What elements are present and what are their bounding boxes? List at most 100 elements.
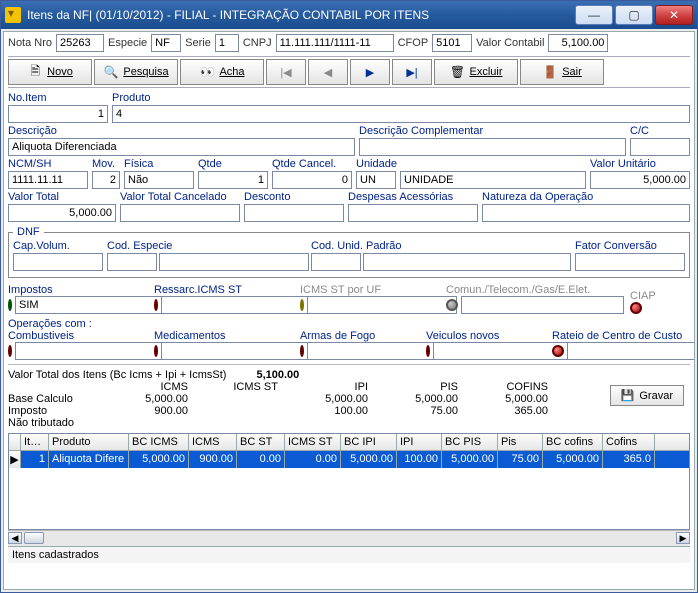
maximize-button[interactable]: ▢ xyxy=(615,5,653,25)
descricao-field[interactable] xyxy=(8,138,355,156)
fator-field[interactable] xyxy=(575,253,685,271)
scroll-left-arrow-icon[interactable]: ◀ xyxy=(8,532,22,544)
natureza-field[interactable] xyxy=(482,204,690,222)
col-item[interactable]: Item xyxy=(21,434,49,450)
ncm-field[interactable] xyxy=(8,171,88,189)
valor-total-cancel-field[interactable] xyxy=(120,204,240,222)
gravar-label: Gravar xyxy=(639,390,673,402)
col-pis[interactable]: Pis xyxy=(498,434,543,450)
icmsuf-status-icon[interactable] xyxy=(300,299,304,311)
ciap-label: CIAP xyxy=(630,290,690,302)
medic-field[interactable] xyxy=(161,342,311,360)
cod-especie-desc[interactable] xyxy=(159,253,309,271)
serie-field[interactable] xyxy=(215,34,239,52)
acha-label: Acha xyxy=(219,66,244,78)
valor-contabil-field[interactable] xyxy=(548,34,608,52)
unidade-desc-field[interactable] xyxy=(400,171,586,189)
gravar-button[interactable]: 💾 Gravar xyxy=(610,385,684,406)
valor-unit-field[interactable] xyxy=(590,171,690,189)
col-icms[interactable]: ICMS xyxy=(189,434,237,450)
col-bccofins[interactable]: BC cofins xyxy=(543,434,603,450)
comb-status-icon[interactable] xyxy=(8,345,12,357)
especie-label: Especie xyxy=(108,37,147,49)
cell-produto: Aliquota Difere xyxy=(49,451,129,468)
rateio-field[interactable] xyxy=(567,342,695,360)
col-bcst[interactable]: BC ST xyxy=(237,434,285,450)
ressarc-status-icon[interactable] xyxy=(154,299,158,311)
comun-field[interactable] xyxy=(461,296,624,314)
comun-status-icon[interactable] xyxy=(446,299,458,311)
especie-field[interactable] xyxy=(151,34,181,52)
grid-body[interactable]: ▶ 1 Aliquota Difere 5,000.00 900.00 0.00… xyxy=(9,451,689,529)
pesquisa-button[interactable]: 🔍Pesquisa xyxy=(94,59,178,85)
cfop-field[interactable] xyxy=(432,34,472,52)
impostos-status-icon[interactable] xyxy=(8,299,12,311)
acha-button[interactable]: 👀Acha xyxy=(180,59,264,85)
natureza-label: Natureza da Operação xyxy=(482,191,690,203)
desconto-field[interactable] xyxy=(244,204,344,222)
novo-button[interactable]: 🗎Novo xyxy=(8,59,92,85)
mov-field[interactable] xyxy=(92,171,120,189)
cnpj-field[interactable] xyxy=(276,34,394,52)
impostos-field[interactable] xyxy=(15,296,165,314)
comb-field[interactable] xyxy=(15,342,165,360)
scroll-thumb[interactable] xyxy=(24,532,44,544)
nav-first-button[interactable]: |◀ xyxy=(266,59,306,85)
cc-label: C/C xyxy=(630,125,690,137)
icmsuf-label: ICMS ST por UF xyxy=(300,284,440,296)
minimize-button[interactable]: — xyxy=(575,5,613,25)
base-pis: 5,000.00 xyxy=(368,393,458,405)
fator-label: Fator Conversão xyxy=(575,240,685,252)
nav-prev-button[interactable]: ◀ xyxy=(308,59,348,85)
excluir-button[interactable]: 🗑Excluir xyxy=(434,59,518,85)
col-ipi[interactable]: IPI xyxy=(397,434,442,450)
medic-status-icon[interactable] xyxy=(154,345,158,357)
ressarc-field[interactable] xyxy=(161,296,311,314)
descricao-compl-field[interactable] xyxy=(359,138,626,156)
exit-icon: 🚪 xyxy=(542,64,558,80)
sair-button[interactable]: 🚪 Sair xyxy=(520,59,604,85)
mov-label: Mov. xyxy=(92,158,120,170)
veic-status-icon[interactable] xyxy=(426,345,430,357)
unidade-code-field[interactable] xyxy=(356,171,396,189)
cc-field[interactable] xyxy=(630,138,690,156)
noitem-field[interactable] xyxy=(8,105,108,123)
sair-label: Sair xyxy=(562,66,582,78)
items-grid: Item Produto BC ICMS ICMS BC ST ICMS ST … xyxy=(8,433,690,530)
table-row[interactable]: ▶ 1 Aliquota Difere 5,000.00 900.00 0.00… xyxy=(9,451,689,468)
produto-field[interactable] xyxy=(112,105,690,123)
col-produto[interactable]: Produto xyxy=(49,434,129,450)
rateio-status-icon[interactable] xyxy=(552,345,564,357)
cod-unid-desc[interactable] xyxy=(363,253,571,271)
nav-last-button[interactable]: ▶| xyxy=(392,59,432,85)
cod-unid-field[interactable] xyxy=(311,253,361,271)
qtde-cancel-field[interactable] xyxy=(272,171,352,189)
col-cofins[interactable]: Cofins xyxy=(603,434,655,450)
summary-value: 5,100.00 xyxy=(256,369,299,381)
cell-bccofins: 5,000.00 xyxy=(543,451,603,468)
fisica-field[interactable] xyxy=(124,171,194,189)
horizontal-scrollbar[interactable]: ◀ ▶ xyxy=(8,530,690,546)
col-bcpis[interactable]: BC PIS xyxy=(442,434,498,450)
armas-status-icon[interactable] xyxy=(300,345,304,357)
close-button[interactable]: ✕ xyxy=(655,5,693,25)
nota-field[interactable] xyxy=(56,34,104,52)
descricao-row: Descrição Descrição Complementar C/C xyxy=(8,125,690,156)
cell-bcicms: 5,000.00 xyxy=(129,451,189,468)
cod-especie-field[interactable] xyxy=(107,253,157,271)
status-bar: Itens cadastrados xyxy=(8,546,690,563)
col-icmsst[interactable]: ICMS ST xyxy=(285,434,341,450)
valor-total-field[interactable] xyxy=(8,204,116,222)
qtde-field[interactable] xyxy=(198,171,268,189)
ciap-status-icon[interactable] xyxy=(630,302,642,314)
capvol-field[interactable] xyxy=(13,253,103,271)
desp-acess-field[interactable] xyxy=(348,204,478,222)
scroll-right-arrow-icon[interactable]: ▶ xyxy=(676,532,690,544)
col-bcicms[interactable]: BC ICMS xyxy=(129,434,189,450)
cod-especie-label: Cod. Especie xyxy=(107,240,307,252)
col-bcipi[interactable]: BC IPI xyxy=(341,434,397,450)
next-icon: ▶ xyxy=(366,66,374,79)
cnpj-label: CNPJ xyxy=(243,37,272,49)
nav-next-button[interactable]: ▶ xyxy=(350,59,390,85)
icmsuf-field[interactable] xyxy=(307,296,457,314)
